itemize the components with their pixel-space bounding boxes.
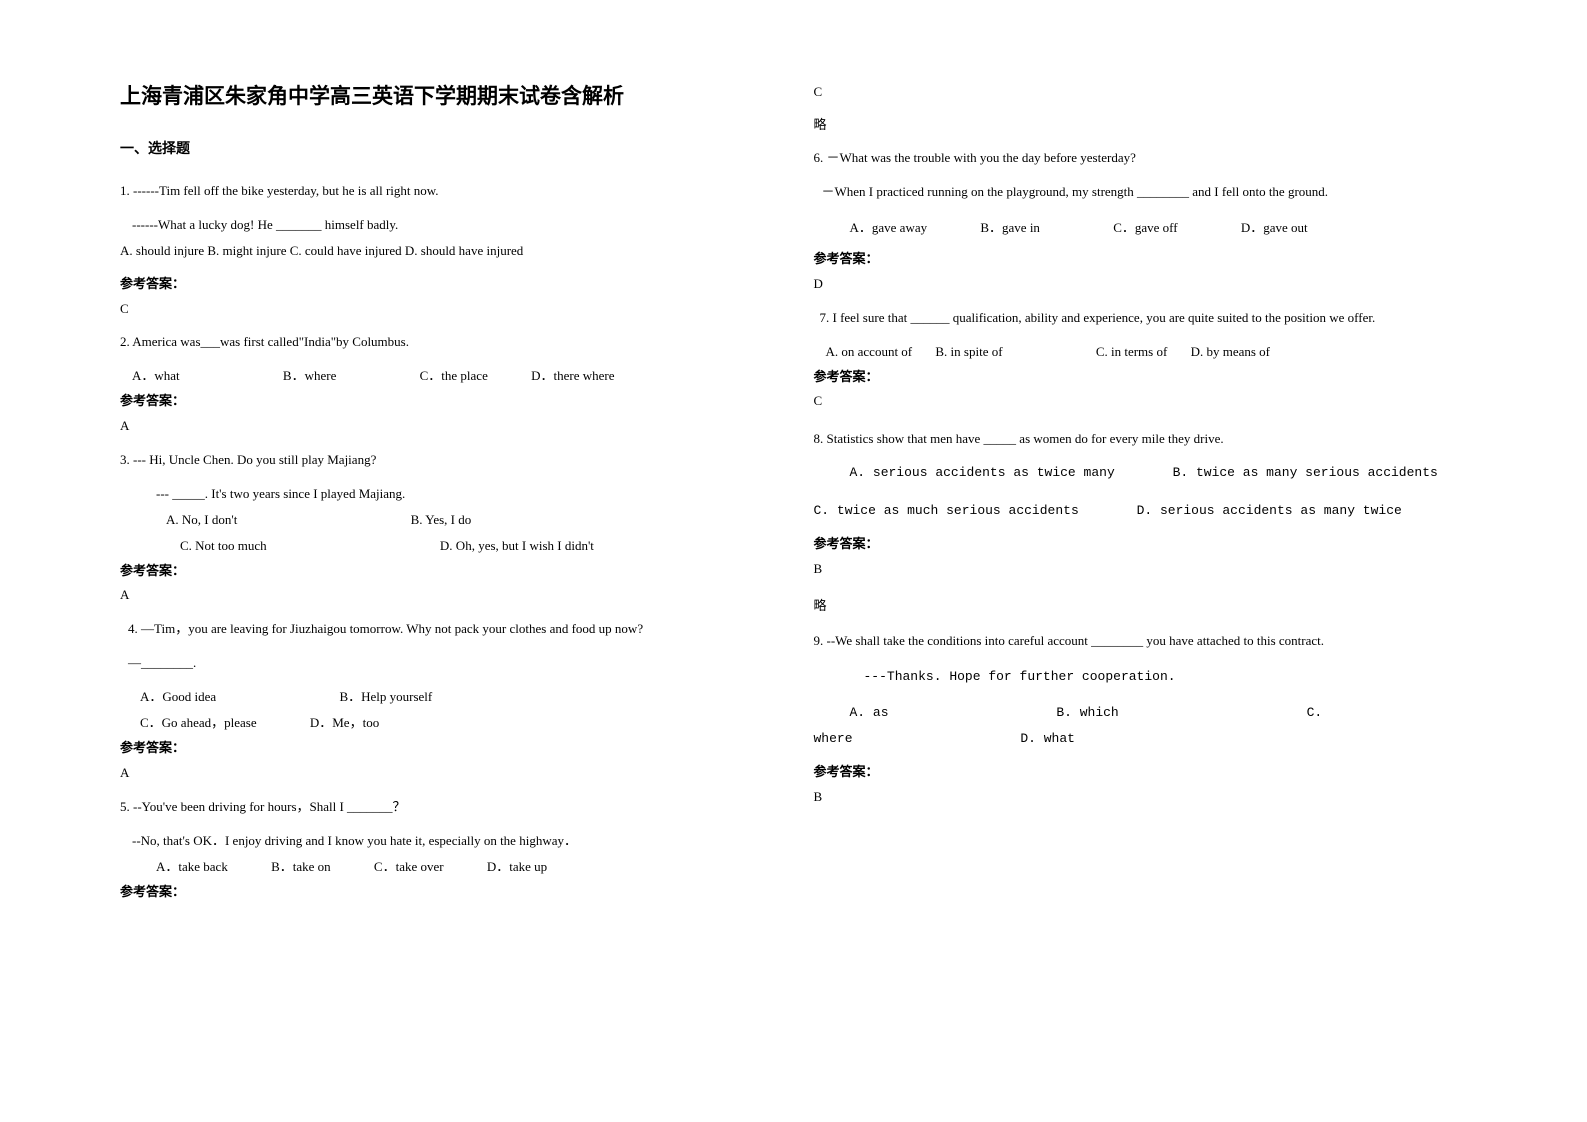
right-column: C 略 6. －What was the trouble with you th… <box>794 80 1488 1082</box>
q1-line2: ------What a lucky dog! He _______ himse… <box>132 212 774 238</box>
q4-line1: 4. —Tim，you are leaving for Jiuzhaigou t… <box>128 616 774 642</box>
q6-optC: C．gave off <box>1113 220 1177 235</box>
q8-optD: D. serious accidents as many twice <box>1137 503 1402 518</box>
q8-optC: C. twice as much serious accidents <box>814 503 1079 518</box>
q5-options: A．take back B．take on C．take over D．take… <box>156 854 774 880</box>
q3-line1: 3. --- Hi, Uncle Chen. Do you still play… <box>120 447 774 473</box>
q3-options-row1: A. No, I don't B. Yes, I do <box>166 507 774 533</box>
q9-line2: ---Thanks. Hope for further cooperation. <box>864 664 1468 690</box>
q4-options-row2: C．Go ahead，please D．Me，too <box>140 710 774 736</box>
q5-line2: --No, that's OK．I enjoy driving and I kn… <box>132 828 774 854</box>
q9-line1: 9. --We shall take the conditions into c… <box>814 628 1468 654</box>
q4-line2: —________. <box>128 650 774 676</box>
q4-optA: A．Good idea <box>140 689 216 704</box>
q9-optA: A. as <box>850 705 889 720</box>
q4-options-row1: A．Good idea B．Help yourself <box>140 684 774 710</box>
q8-line1: 8. Statistics show that men have _____ a… <box>814 426 1468 452</box>
q3-line2: --- _____. It's two years since I played… <box>156 481 774 507</box>
q8-omit: 略 <box>814 594 1468 619</box>
q5-optA: A．take back <box>156 859 228 874</box>
q7-optD: D. by means of <box>1191 344 1270 359</box>
q7-optA: A. on account of <box>826 344 913 359</box>
q2-optD: D．there where <box>531 368 614 383</box>
q4-optB: B．Help yourself <box>339 689 432 704</box>
q8-optA: A. serious accidents as twice many <box>850 465 1115 480</box>
q1-line1: 1. ------Tim fell off the bike yesterday… <box>120 178 774 204</box>
q6-options: A．gave away B．gave in C．gave off D．gave … <box>850 215 1468 241</box>
q9-optB: B. which <box>1056 705 1118 720</box>
q8-options-row2: C. twice as much serious accidents D. se… <box>814 498 1468 524</box>
q6-optD: D．gave out <box>1241 220 1308 235</box>
q2-optB: B．where <box>283 368 336 383</box>
answer-label: 参考答案： <box>120 272 774 297</box>
q5-line1: 5. --You've been driving for hours，Shall… <box>120 794 774 820</box>
q5-answer: C <box>814 80 1468 105</box>
q7-line1: 7. I feel sure that ______ qualification… <box>820 305 1468 331</box>
answer-label: 参考答案： <box>120 559 774 584</box>
q2-options: A．what B．where C．the place D．there where <box>132 363 774 389</box>
q7-options: A. on account of B. in spite of C. in te… <box>826 339 1468 365</box>
q5-optB: B．take on <box>271 859 331 874</box>
q8-optB: B. twice as many serious accidents <box>1173 465 1438 480</box>
q5-omit: 略 <box>814 113 1468 138</box>
q8-options-row1: A. serious accidents as twice many B. tw… <box>850 460 1468 486</box>
q9-optC2: where <box>814 731 853 746</box>
q1-answer: C <box>120 297 774 322</box>
q5-optD: D．take up <box>487 859 547 874</box>
answer-label: 参考答案： <box>120 880 774 905</box>
q3-optA: A. No, I don't <box>166 512 237 527</box>
q4-answer: A <box>120 761 774 786</box>
answer-label: 参考答案： <box>814 760 1468 785</box>
q3-options-row2: C. Not too much D. Oh, yes, but I wish I… <box>180 533 774 559</box>
q6-line1: 6. －What was the trouble with you the da… <box>814 145 1468 171</box>
answer-label: 参考答案： <box>814 532 1468 557</box>
q4-optC: C．Go ahead，please <box>140 715 257 730</box>
q9-optD: D. what <box>1020 731 1075 746</box>
q4-optD: D．Me，too <box>310 715 379 730</box>
q6-line2: －When I practiced running on the playgro… <box>822 179 1468 205</box>
q9-optC: C. <box>1307 705 1323 720</box>
q2-line1: 2. America was___was first called"India"… <box>120 329 774 355</box>
q2-optC: C．the place <box>420 368 488 383</box>
q6-answer: D <box>814 272 1468 297</box>
q9-answer: B <box>814 785 1468 810</box>
left-column: 上海青浦区朱家角中学高三英语下学期期末试卷含解析 一、选择题 1. ------… <box>100 80 794 1082</box>
q3-optC: C. Not too much <box>180 538 267 553</box>
page-title: 上海青浦区朱家角中学高三英语下学期期末试卷含解析 <box>120 80 774 110</box>
q7-answer: C <box>814 389 1468 414</box>
answer-label: 参考答案： <box>814 365 1468 390</box>
q2-optA: A．what <box>132 368 180 383</box>
q6-optB: B．gave in <box>980 220 1040 235</box>
q7-optC: C. in terms of <box>1096 344 1168 359</box>
q2-answer: A <box>120 414 774 439</box>
q9-options-row1: A. as B. which C. <box>850 700 1468 726</box>
q9-options-row2: where D. what <box>814 726 1468 752</box>
q8-answer: B <box>814 557 1468 582</box>
answer-label: 参考答案： <box>814 247 1468 272</box>
q1-options: A. should injure B. might injure C. coul… <box>120 238 774 264</box>
q7-optB: B. in spite of <box>935 344 1002 359</box>
section-header: 一、选择题 <box>120 138 774 158</box>
q3-optB: B. Yes, I do <box>411 512 472 527</box>
answer-label: 参考答案： <box>120 736 774 761</box>
q6-optA: A．gave away <box>850 220 928 235</box>
q3-answer: A <box>120 583 774 608</box>
answer-label: 参考答案： <box>120 389 774 414</box>
q3-optD: D. Oh, yes, but I wish I didn't <box>440 538 594 553</box>
q5-optC: C．take over <box>374 859 444 874</box>
